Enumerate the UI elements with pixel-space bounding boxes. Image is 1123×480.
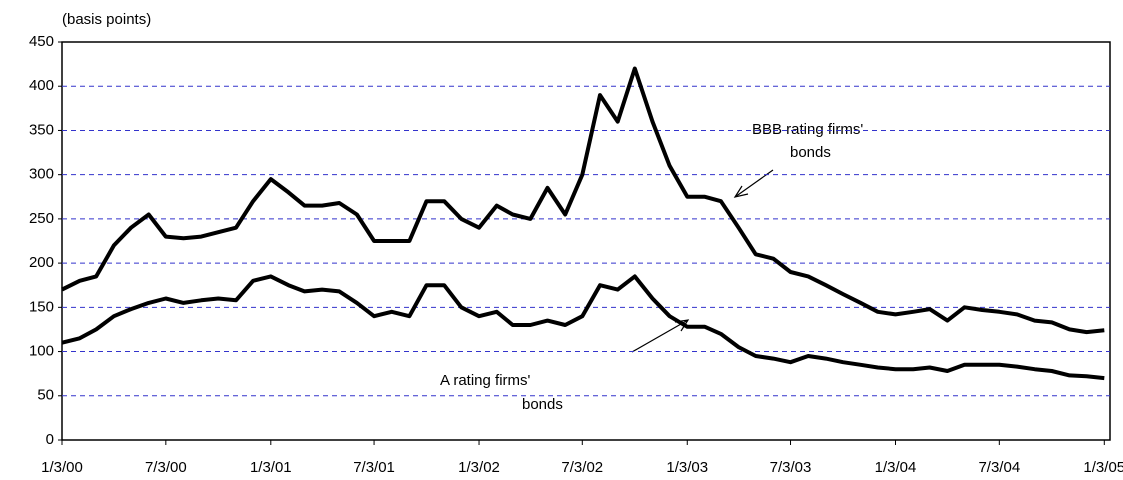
a-arrow: [631, 319, 689, 353]
y-tick-label: 350: [29, 121, 54, 138]
x-tick-label: 1/3/00: [41, 459, 83, 476]
y-tick-label: 100: [29, 343, 54, 360]
annotation: bonds: [790, 144, 831, 161]
plot-frame: [61, 41, 1111, 441]
y-tick-label: 300: [29, 166, 54, 183]
bbb-arrow: [734, 169, 774, 198]
bbb-arrow-head: [733, 185, 749, 198]
x-tick-label: 7/3/00: [145, 459, 187, 476]
y-tick-label: 400: [29, 77, 54, 94]
x-tick-label: 1/3/03: [666, 459, 708, 476]
y-tick-label: 0: [46, 431, 54, 448]
annotation: A rating firms': [440, 372, 531, 389]
x-tick-label: 7/3/04: [978, 459, 1020, 476]
x-tick-label: 7/3/01: [353, 459, 395, 476]
y-tick-label: 50: [37, 387, 54, 404]
x-tick-label: 1/3/05: [1083, 459, 1123, 476]
x-tick-label: 1/3/01: [250, 459, 292, 476]
x-tick-label: 1/3/02: [458, 459, 500, 476]
x-tick-label: 7/3/03: [770, 459, 812, 476]
y-tick-label: 250: [29, 210, 54, 227]
x-tick-label: 7/3/02: [561, 459, 603, 476]
series-line: [61, 274, 1105, 381]
annotation: BBB rating firms': [752, 121, 863, 138]
y-tick-label: 200: [29, 254, 54, 271]
y-tick-label: 450: [29, 33, 54, 50]
x-tick-label: 1/3/04: [875, 459, 917, 476]
annotation: bonds: [522, 396, 563, 413]
y-axis-label: (basis points): [62, 11, 151, 28]
series-line: [61, 66, 1105, 335]
y-tick-label: 150: [29, 298, 54, 315]
